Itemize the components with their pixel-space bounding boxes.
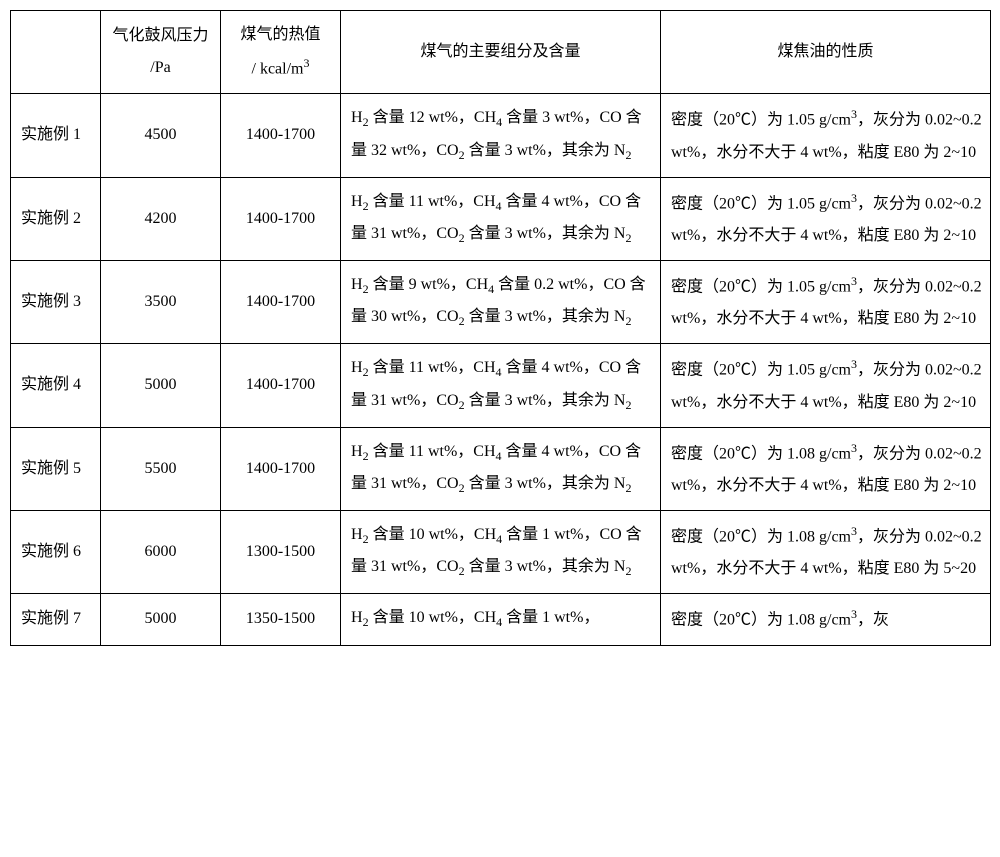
- table-row: 实施例 450001400-1700H2 含量 11 wt%，CH4 含量 4 …: [11, 344, 991, 427]
- row-label: 实施例 3: [11, 260, 101, 343]
- header-pressure-l1: 气化鼓风压力: [107, 20, 214, 52]
- pressure-cell: 6000: [101, 510, 221, 593]
- table-body: 实施例 145001400-1700H2 含量 12 wt%，CH4 含量 3 …: [11, 94, 991, 645]
- heat-cell: 1400-1700: [221, 94, 341, 177]
- table-row: 实施例 335001400-1700H2 含量 9 wt%，CH4 含量 0.2…: [11, 260, 991, 343]
- heat-cell: 1350-1500: [221, 594, 341, 645]
- heat-cell: 1400-1700: [221, 344, 341, 427]
- composition-cell: H2 含量 11 wt%，CH4 含量 4 wt%，CO 含量 31 wt%，C…: [341, 427, 661, 510]
- header-composition: 煤气的主要组分及含量: [341, 11, 661, 94]
- header-heat-l2: / kcal/m3: [227, 51, 334, 85]
- heat-cell: 1400-1700: [221, 177, 341, 260]
- table-row: 实施例 660001300-1500H2 含量 10 wt%，CH4 含量 1 …: [11, 510, 991, 593]
- row-label: 实施例 5: [11, 427, 101, 510]
- table-row: 实施例 555001400-1700H2 含量 11 wt%，CH4 含量 4 …: [11, 427, 991, 510]
- heat-cell: 1400-1700: [221, 260, 341, 343]
- heat-cell: 1400-1700: [221, 427, 341, 510]
- pressure-cell: 4500: [101, 94, 221, 177]
- row-label: 实施例 4: [11, 344, 101, 427]
- table-row: 实施例 145001400-1700H2 含量 12 wt%，CH4 含量 3 …: [11, 94, 991, 177]
- data-table: 气化鼓风压力 /Pa 煤气的热值 / kcal/m3 煤气的主要组分及含量 煤焦…: [10, 10, 991, 646]
- header-pressure: 气化鼓风压力 /Pa: [101, 11, 221, 94]
- pressure-cell: 4200: [101, 177, 221, 260]
- tar-cell: 密度（20℃）为 1.05 g/cm3，灰分为 0.02~0.2 wt%，水分不…: [661, 260, 991, 343]
- pressure-cell: 5500: [101, 427, 221, 510]
- pressure-cell: 5000: [101, 344, 221, 427]
- composition-cell: H2 含量 11 wt%，CH4 含量 4 wt%，CO 含量 31 wt%，C…: [341, 177, 661, 260]
- tar-cell: 密度（20℃）为 1.05 g/cm3，灰分为 0.02~0.2 wt%，水分不…: [661, 177, 991, 260]
- pressure-cell: 3500: [101, 260, 221, 343]
- header-blank: [11, 11, 101, 94]
- table-row: 实施例 750001350-1500H2 含量 10 wt%，CH4 含量 1 …: [11, 594, 991, 645]
- header-tar-l1: 煤焦油的性质: [777, 43, 873, 60]
- header-composition-l1: 煤气的主要组分及含量: [420, 43, 580, 60]
- composition-cell: H2 含量 9 wt%，CH4 含量 0.2 wt%，CO 含量 30 wt%，…: [341, 260, 661, 343]
- composition-cell: H2 含量 10 wt%，CH4 含量 1 wt%，: [341, 594, 661, 645]
- composition-cell: H2 含量 11 wt%，CH4 含量 4 wt%，CO 含量 31 wt%，C…: [341, 344, 661, 427]
- tar-cell: 密度（20℃）为 1.08 g/cm3，灰分为 0.02~0.2 wt%，水分不…: [661, 510, 991, 593]
- tar-cell: 密度（20℃）为 1.08 g/cm3，灰: [661, 594, 991, 645]
- header-pressure-l2: /Pa: [107, 52, 214, 84]
- row-label: 实施例 1: [11, 94, 101, 177]
- header-heat: 煤气的热值 / kcal/m3: [221, 11, 341, 94]
- composition-cell: H2 含量 10 wt%，CH4 含量 1 wt%，CO 含量 31 wt%，C…: [341, 510, 661, 593]
- header-tar: 煤焦油的性质: [661, 11, 991, 94]
- row-label: 实施例 6: [11, 510, 101, 593]
- table-row: 实施例 242001400-1700H2 含量 11 wt%，CH4 含量 4 …: [11, 177, 991, 260]
- header-heat-l1: 煤气的热值: [227, 19, 334, 51]
- pressure-cell: 5000: [101, 594, 221, 645]
- row-label: 实施例 7: [11, 594, 101, 645]
- heat-cell: 1300-1500: [221, 510, 341, 593]
- composition-cell: H2 含量 12 wt%，CH4 含量 3 wt%，CO 含量 32 wt%，C…: [341, 94, 661, 177]
- table-header-row: 气化鼓风压力 /Pa 煤气的热值 / kcal/m3 煤气的主要组分及含量 煤焦…: [11, 11, 991, 94]
- tar-cell: 密度（20℃）为 1.08 g/cm3，灰分为 0.02~0.2 wt%，水分不…: [661, 427, 991, 510]
- tar-cell: 密度（20℃）为 1.05 g/cm3，灰分为 0.02~0.2 wt%，水分不…: [661, 94, 991, 177]
- tar-cell: 密度（20℃）为 1.05 g/cm3，灰分为 0.02~0.2 wt%，水分不…: [661, 344, 991, 427]
- row-label: 实施例 2: [11, 177, 101, 260]
